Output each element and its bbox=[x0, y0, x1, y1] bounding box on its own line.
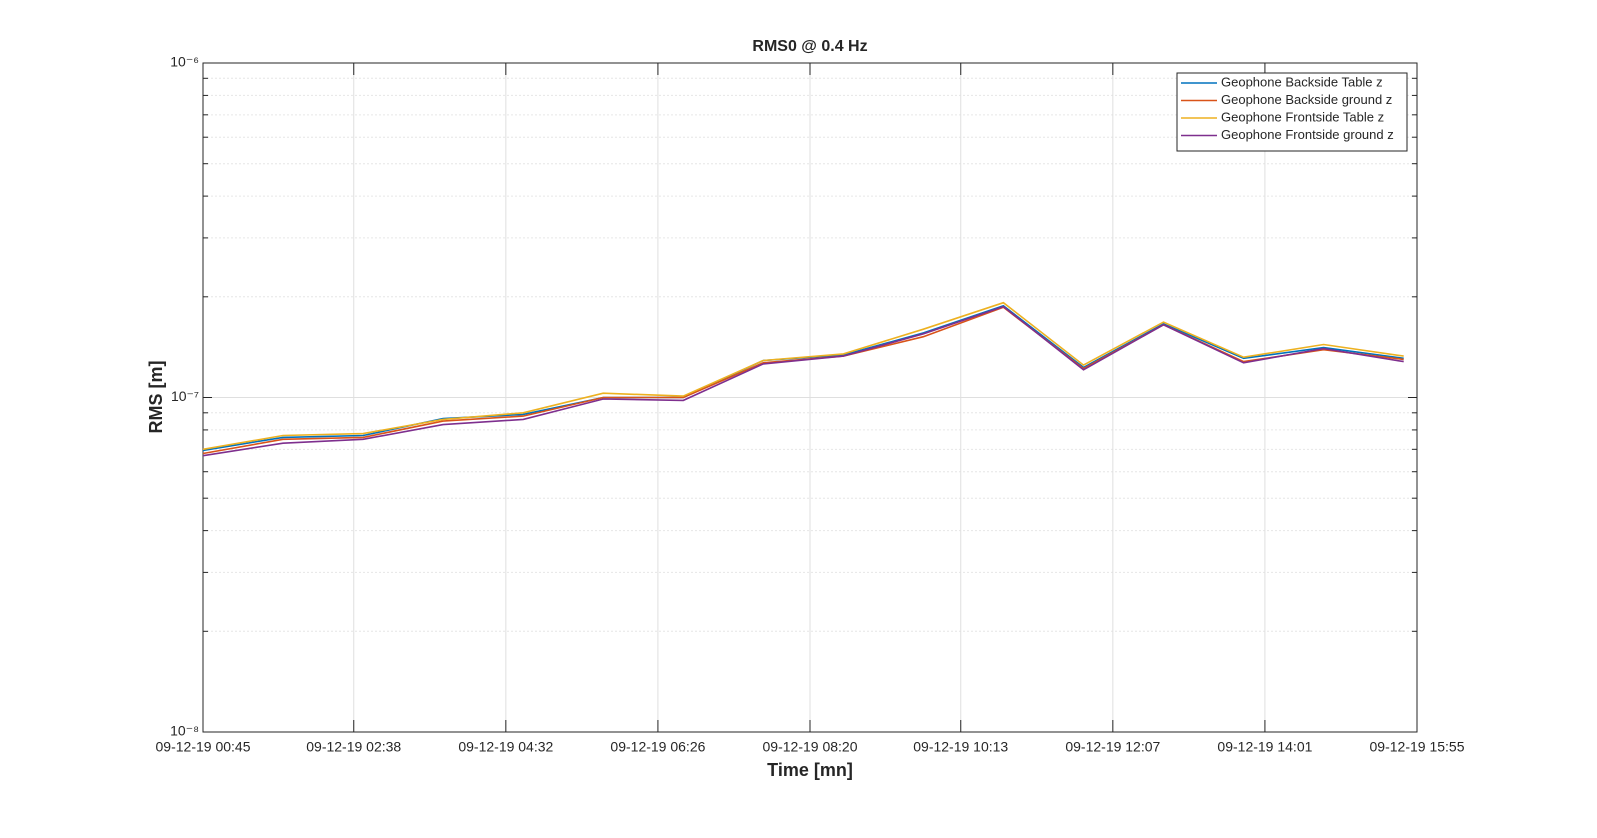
x-tick-label: 09-12-19 04:32 bbox=[458, 739, 553, 755]
series-line bbox=[202, 304, 1404, 452]
y-tick-label: 10⁻⁸ bbox=[170, 723, 199, 739]
legend: Geophone Backside Table z Geophone Backsi… bbox=[1176, 72, 1408, 152]
x-tick-label: 09-12-19 12:07 bbox=[1065, 739, 1160, 755]
x-axis-label: Time [mn] bbox=[767, 760, 853, 780]
x-tick-label: 09-12-19 10:13 bbox=[913, 739, 1008, 755]
x-tick-label: 09-12-19 00:45 bbox=[156, 739, 251, 755]
legend-label: Geophone Frontside ground z bbox=[1221, 127, 1394, 142]
legend-label: Geophone Backside ground z bbox=[1221, 92, 1392, 107]
y-axis-label: RMS [m] bbox=[146, 361, 166, 434]
legend-label: Geophone Frontside Table z bbox=[1221, 109, 1384, 124]
x-tick-label: 09-12-19 08:20 bbox=[763, 739, 858, 755]
x-tick-label: 09-12-19 14:01 bbox=[1217, 739, 1312, 755]
x-tick-label: 09-12-19 06:26 bbox=[610, 739, 705, 755]
y-tick-label: 10⁻⁶ bbox=[170, 54, 199, 70]
x-tick-label: 09-12-19 15:55 bbox=[1370, 739, 1465, 755]
series-line bbox=[202, 305, 1404, 457]
legend-box bbox=[1176, 72, 1408, 152]
x-tick-label: 09-12-19 02:38 bbox=[306, 739, 401, 755]
legend-label: Geophone Backside Table z bbox=[1221, 74, 1383, 89]
axes-box bbox=[202, 62, 1418, 733]
chart-title: RMS0 @ 0.4 Hz bbox=[752, 38, 867, 55]
y-tick-label: 10⁻⁷ bbox=[171, 388, 199, 404]
series-line bbox=[202, 301, 1404, 451]
